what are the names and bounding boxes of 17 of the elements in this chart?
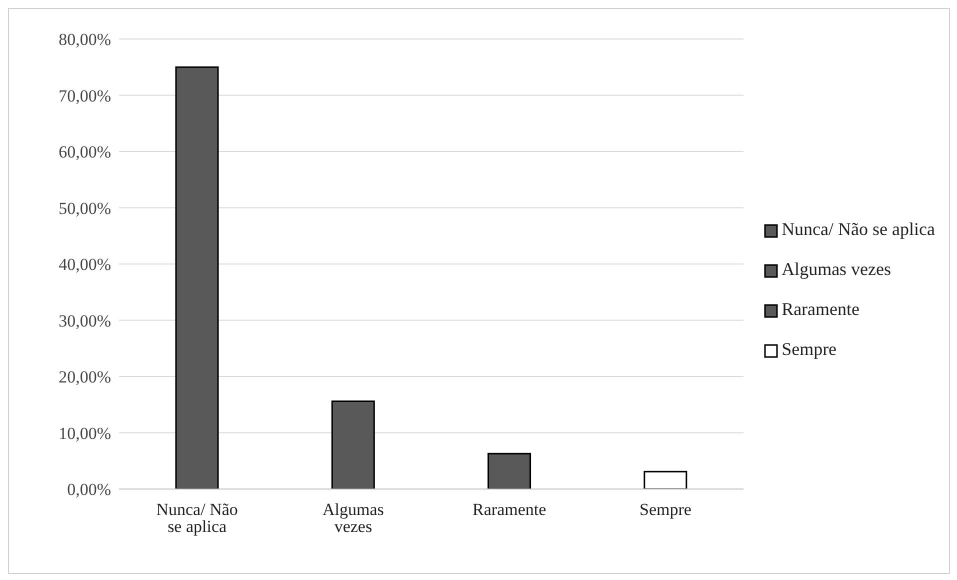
y-tick-label: 40,00% [58, 255, 111, 274]
y-tick-label: 20,00% [58, 368, 111, 387]
y-tick-label: 10,00% [58, 424, 111, 443]
x-tick-label: Algumas vezes [322, 500, 384, 536]
x-tick-label: Sempre [640, 500, 692, 520]
x-tick-label: Nunca/ Não se aplica [156, 500, 238, 536]
legend-label: Sempre [782, 339, 837, 359]
y-tick-label: 30,00% [58, 311, 111, 330]
legend-label: Nunca/ Não se aplica [782, 219, 935, 239]
y-tick-label: 0,00% [67, 480, 111, 500]
x-tick-label: Raramente [472, 500, 546, 520]
y-tick-label: 50,00% [58, 198, 111, 218]
y-tick-label: 80,00% [58, 30, 111, 50]
y-tick-label: 60,00% [58, 142, 111, 162]
y-tick-label: 70,00% [58, 86, 111, 106]
legend-label: Algumas vezes [782, 259, 892, 279]
legend-label: Raramente [782, 299, 860, 319]
